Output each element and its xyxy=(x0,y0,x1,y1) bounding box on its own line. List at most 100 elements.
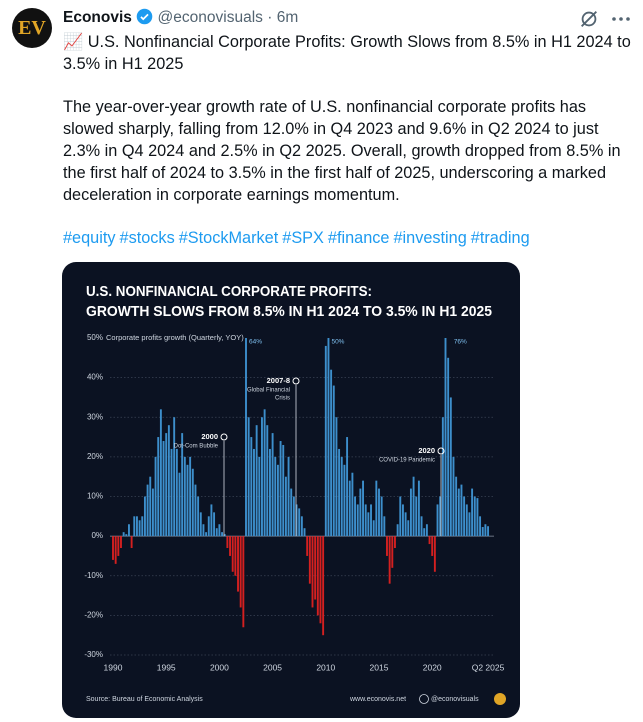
y-tick-label: -10% xyxy=(84,571,103,580)
bar xyxy=(218,524,221,537)
bar xyxy=(449,397,452,537)
bar xyxy=(274,456,277,537)
bar xyxy=(380,496,383,537)
bar xyxy=(284,476,287,537)
timestamp[interactable]: 6m xyxy=(276,9,299,26)
bar xyxy=(465,504,468,537)
bar xyxy=(324,345,327,537)
hashtag[interactable]: #finance xyxy=(327,229,390,247)
bar xyxy=(343,464,346,537)
bar xyxy=(271,433,274,537)
bar xyxy=(300,516,303,537)
value-label: 50% xyxy=(331,339,344,346)
annotation-year: 2007-8 xyxy=(267,376,290,385)
bar xyxy=(335,417,338,537)
bar xyxy=(346,437,349,537)
bar xyxy=(266,425,269,537)
bar xyxy=(231,536,234,572)
bar xyxy=(133,516,136,537)
bar xyxy=(303,528,306,537)
bar xyxy=(213,512,216,537)
handle[interactable]: @econovisuals xyxy=(157,9,263,26)
bar xyxy=(439,496,442,537)
bar xyxy=(279,441,282,537)
verified-badge xyxy=(136,8,153,25)
annotation-text: Crisis xyxy=(275,396,290,402)
x-tick-label: 2010 xyxy=(316,662,335,672)
bar xyxy=(112,536,114,560)
bar xyxy=(146,484,149,537)
hashtag[interactable]: #trading xyxy=(470,229,530,247)
bar xyxy=(391,536,394,568)
bar xyxy=(205,532,208,537)
bar xyxy=(433,536,436,572)
bar xyxy=(151,488,154,537)
bar xyxy=(143,496,146,537)
author-name[interactable]: Econovis xyxy=(63,9,132,26)
bar xyxy=(250,437,253,537)
bar xyxy=(423,528,426,537)
bar xyxy=(388,536,391,584)
bar xyxy=(396,524,399,537)
bar xyxy=(181,433,184,537)
bar xyxy=(351,472,354,537)
bar xyxy=(242,536,245,628)
bar xyxy=(479,516,482,537)
chart-image[interactable]: U.S. NONFINANCIAL CORPORATE PROFITS: GROW… xyxy=(62,262,520,718)
hashtag[interactable]: #SPX xyxy=(282,229,324,247)
bar xyxy=(128,524,130,537)
bar xyxy=(441,417,444,537)
more-menu[interactable] xyxy=(610,12,632,26)
hashtag[interactable]: #StockMarket xyxy=(178,229,279,247)
bar xyxy=(308,536,311,584)
bar xyxy=(130,536,133,549)
source: Source: Bureau of Economic Analysis xyxy=(86,696,203,703)
avatar[interactable]: EV xyxy=(12,8,52,48)
annotation-marker xyxy=(292,377,300,385)
annotation-text: Global Financial xyxy=(247,388,290,394)
headline: 📈 U.S. Nonfinancial Corporate Profits: G… xyxy=(63,33,631,73)
bar xyxy=(452,456,455,537)
chart-title: GROWTH SLOWS FROM 8.5% IN H1 2024 TO 3.5… xyxy=(86,303,492,320)
bar xyxy=(229,536,231,556)
bar xyxy=(370,504,372,537)
bar xyxy=(362,480,364,537)
tweet-header: Econovis @econovisuals · 6m xyxy=(63,8,298,27)
bar xyxy=(125,534,128,537)
bar xyxy=(436,504,439,537)
bar xyxy=(412,476,415,537)
bar xyxy=(135,516,138,537)
bar xyxy=(327,338,330,537)
bar xyxy=(186,464,189,537)
bar xyxy=(367,512,370,537)
bar xyxy=(428,536,431,545)
bar xyxy=(114,536,117,564)
bar xyxy=(189,456,192,537)
bar xyxy=(221,532,224,537)
y-tick-label: 30% xyxy=(87,412,103,421)
bar xyxy=(199,512,202,537)
bar xyxy=(183,456,186,537)
bar xyxy=(455,476,458,537)
bar xyxy=(420,516,423,537)
bar xyxy=(457,488,460,537)
bar xyxy=(311,536,314,608)
y-axis-label: Corporate profits growth (Quarterly, YOY… xyxy=(106,333,244,342)
bar xyxy=(415,496,418,537)
bar xyxy=(330,369,333,537)
bar xyxy=(399,496,402,537)
bar xyxy=(444,338,447,537)
grok-icon[interactable] xyxy=(578,8,600,30)
bar xyxy=(471,488,474,537)
hashtag[interactable]: #equity xyxy=(63,229,116,247)
bar xyxy=(255,425,258,537)
bar xyxy=(282,444,285,537)
brand-logo xyxy=(494,693,506,705)
separator: · xyxy=(267,9,273,26)
bar xyxy=(276,464,279,537)
hashtag[interactable]: #stocks xyxy=(119,229,175,247)
y-tick-label: -30% xyxy=(84,650,103,659)
hashtag[interactable]: #investing xyxy=(393,229,467,247)
bar xyxy=(292,496,295,537)
bar xyxy=(210,504,213,537)
